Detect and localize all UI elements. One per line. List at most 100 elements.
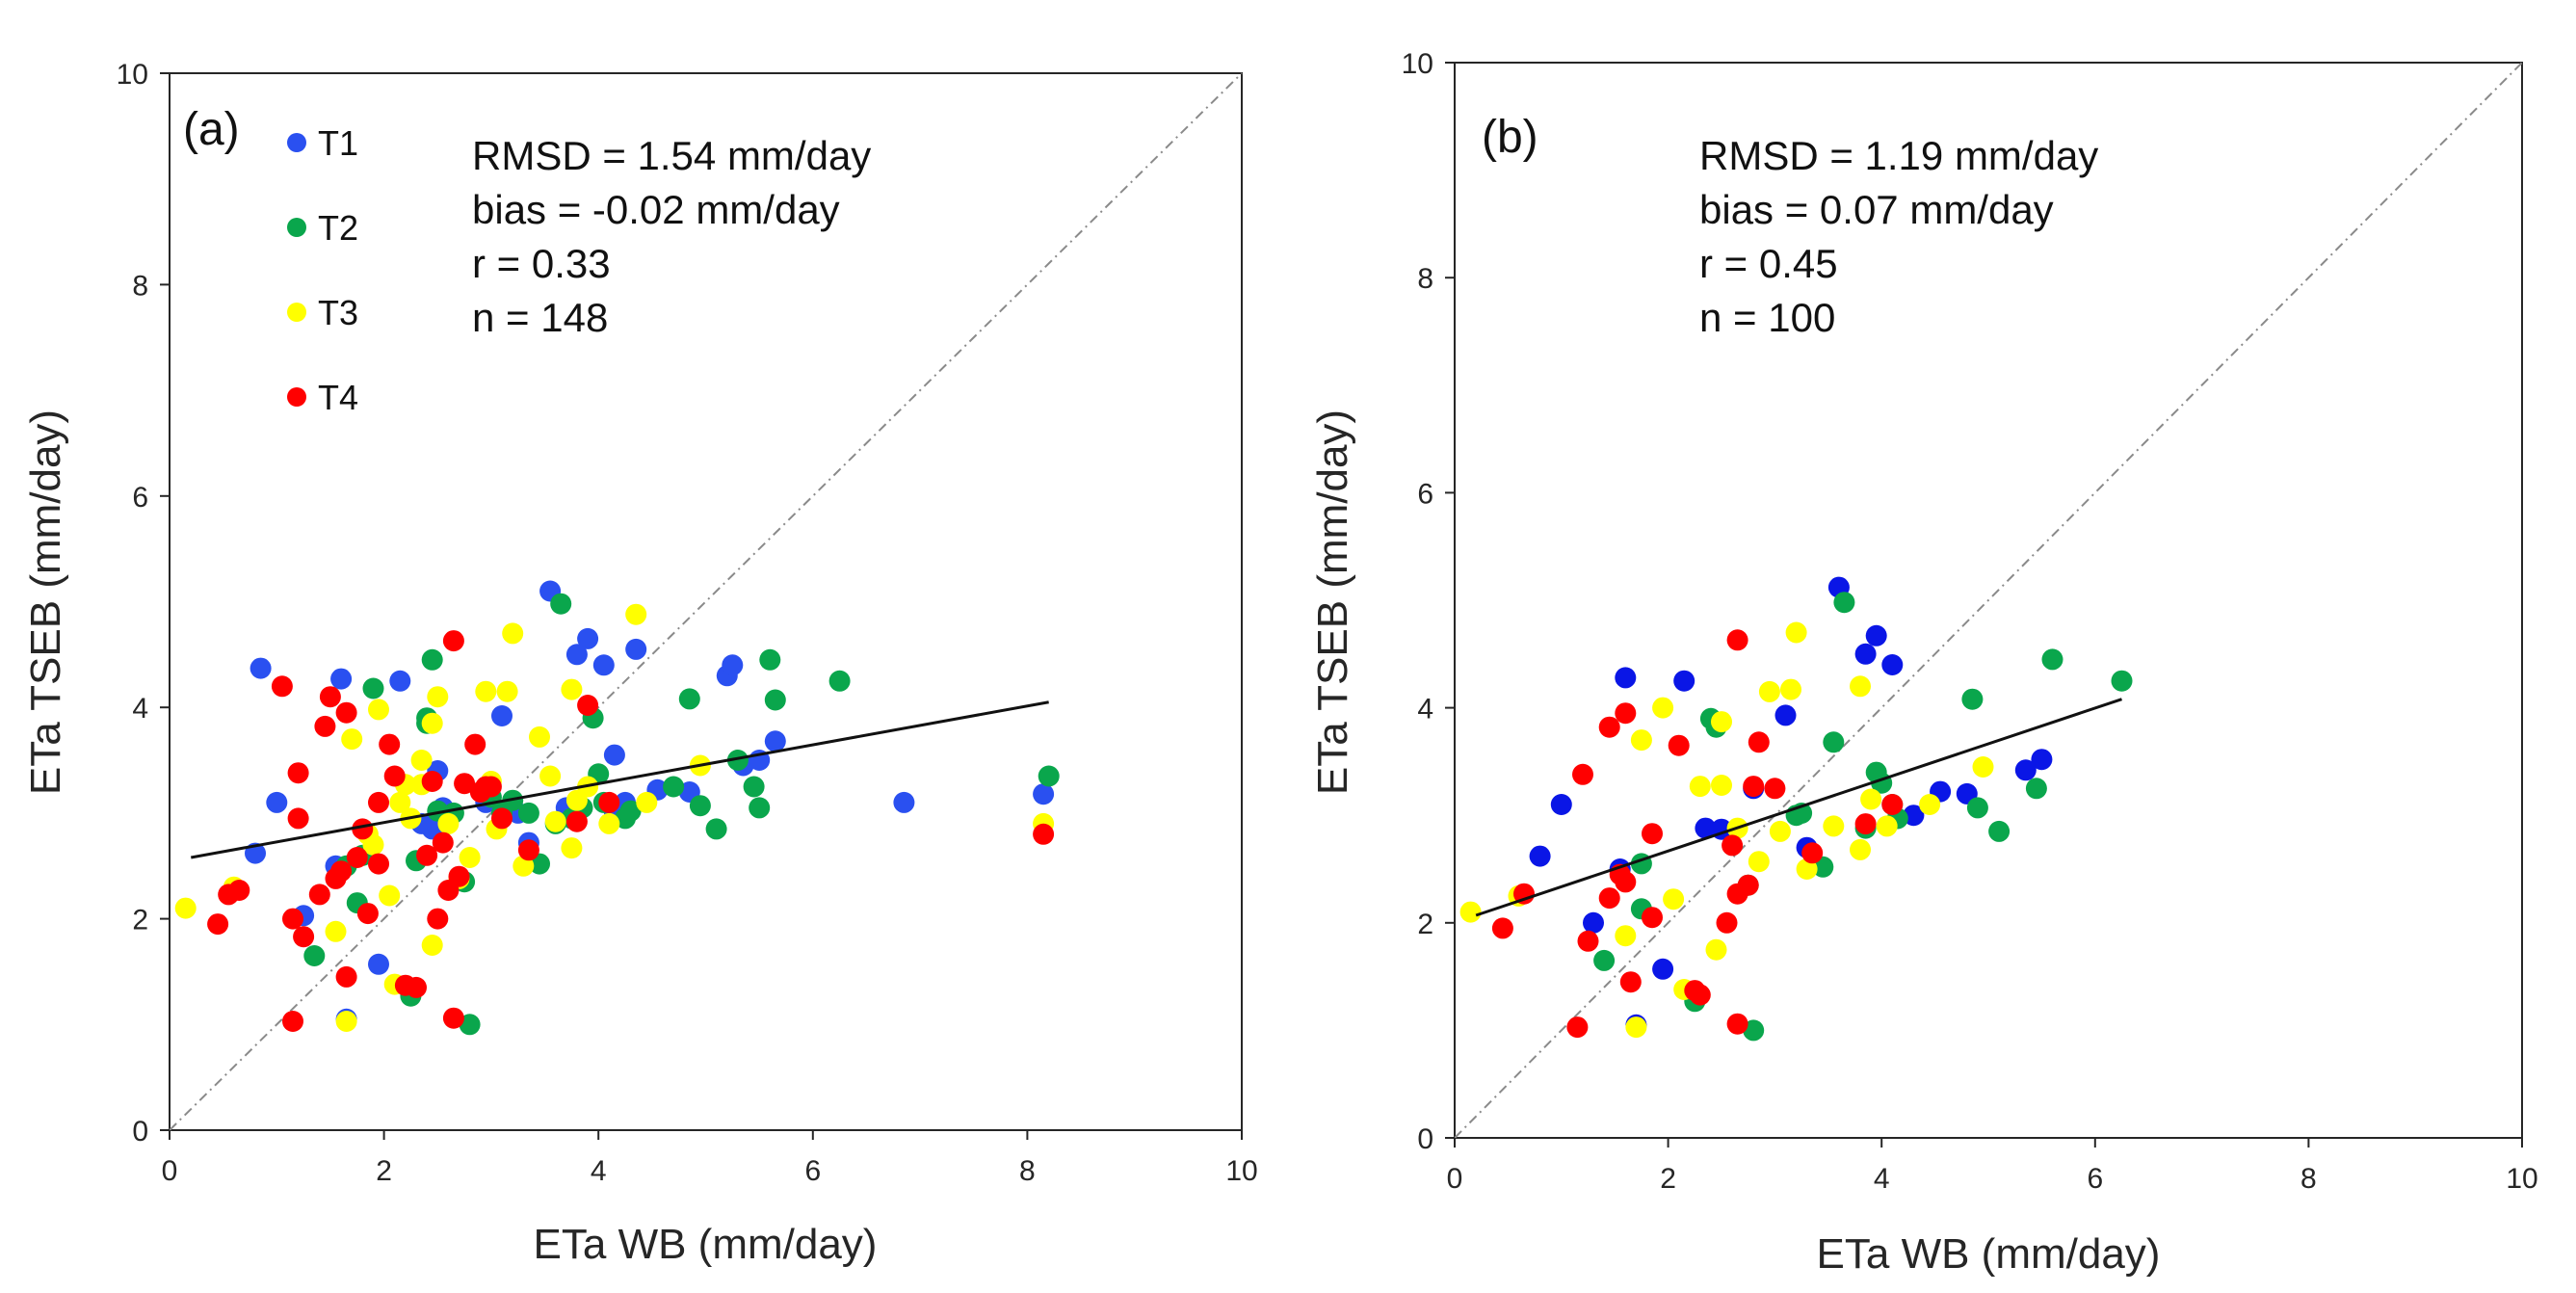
point-t3 [427,686,449,708]
y-tick-label: 2 [132,905,148,937]
point-t1 [592,654,615,676]
point-t3 [1850,838,1871,860]
point-t2 [459,1014,481,1036]
point-t4 [319,686,341,708]
point-t3 [1459,901,1482,923]
point-t4 [1619,971,1642,993]
point-t1 [764,730,786,752]
point-t3 [529,726,550,748]
point-t1 [1652,958,1674,980]
x-tick-label: 2 [376,1155,392,1187]
stats-block: RMSD = 1.19 mm/day bias = 0.07 mm/day r … [1699,133,2098,340]
point-t3 [421,712,443,734]
point-t4 [1722,834,1744,857]
point-t1 [1854,643,1877,665]
point-t1 [1695,817,1717,839]
point-t4 [1642,823,1663,845]
point-t3 [437,812,460,834]
scatter-points-a [174,580,1060,1036]
point-t3 [410,750,433,771]
y-tick-label: 10 [117,59,148,91]
point-t1 [893,791,915,813]
point-t1 [1615,667,1637,689]
legend-marker-t1 [287,133,306,152]
scatter-points-b [1459,576,2133,1042]
y-tick-label: 10 [1402,48,1433,80]
point-t4 [1726,629,1748,651]
point-t2 [2111,670,2133,692]
stat-rmsd: RMSD = 1.54 mm/day [472,133,871,178]
point-t4 [454,773,476,795]
y-ticks-b: 0 2 4 6 8 10 [1402,48,1455,1155]
point-t4 [565,810,588,832]
point-t4 [1801,842,1824,864]
point-t4 [271,675,293,698]
point-t2 [1593,949,1616,971]
x-tick-label: 10 [1225,1155,1257,1187]
point-t4 [421,771,443,792]
point-t4 [1642,907,1663,929]
point-t1 [577,627,599,649]
point-t4 [383,765,406,787]
point-t4 [1716,911,1738,934]
point-t4 [1491,917,1513,939]
point-t4 [1726,1013,1748,1035]
point-t3 [1711,775,1732,796]
point-t4 [1748,731,1770,753]
y-tick-label: 6 [1417,478,1433,510]
point-t4 [368,853,389,875]
point-t4 [491,807,513,830]
point-t1 [368,953,389,975]
point-t2 [743,776,765,798]
point-t3 [1758,680,1780,702]
point-t1 [2014,759,2037,781]
point-t3 [1823,815,1845,837]
point-t4 [330,860,353,883]
point-t4 [448,865,470,887]
point-t3 [1972,756,1994,778]
point-t4 [517,839,539,861]
point-t3 [475,680,497,702]
regression-line [1475,698,2122,917]
point-t4 [282,908,303,930]
point-t4 [308,884,330,906]
point-t4 [379,733,401,755]
point-t4 [1572,763,1593,785]
panel-a: 0 2 4 6 8 10 0 2 4 6 8 10 (a) RMSD = 1.54 mm/day b… [22,59,1258,1268]
x-tick-label: 8 [1019,1155,1036,1187]
point-t3 [1615,925,1637,947]
point-t2 [726,750,749,771]
point-t4 [1598,716,1620,738]
point-t4 [1513,883,1535,905]
point-t2 [828,670,851,692]
point-t1 [722,654,744,676]
point-t3 [502,622,524,645]
point-t2 [517,802,539,824]
point-t3 [1705,938,1727,961]
x-tick-label: 4 [591,1155,607,1187]
point-t2 [362,677,384,699]
point-t2 [764,689,786,711]
x-tick-label: 6 [804,1155,821,1187]
y-tick-label: 0 [1417,1123,1433,1155]
point-t4 [598,791,620,813]
x-axis-title: ETa WB (mm/day) [534,1221,878,1268]
legend-label-t2: T2 [318,208,358,248]
point-t4 [1737,874,1759,896]
point-t4 [416,844,438,866]
point-t1 [1881,654,1904,675]
plot-area-a [169,72,1243,1131]
point-t1 [491,705,513,726]
point-t3 [561,837,583,859]
point-t1 [1033,783,1055,805]
point-t4 [1689,984,1711,1006]
point-t2 [1961,688,1984,710]
legend-marker-t2 [287,218,306,237]
point-t2 [2025,778,2047,800]
point-t2 [1966,797,1988,819]
y-tick-label: 0 [132,1116,148,1148]
point-t3 [421,935,443,956]
point-t4 [293,926,315,948]
point-t4 [442,1007,464,1029]
point-t4 [335,701,357,724]
